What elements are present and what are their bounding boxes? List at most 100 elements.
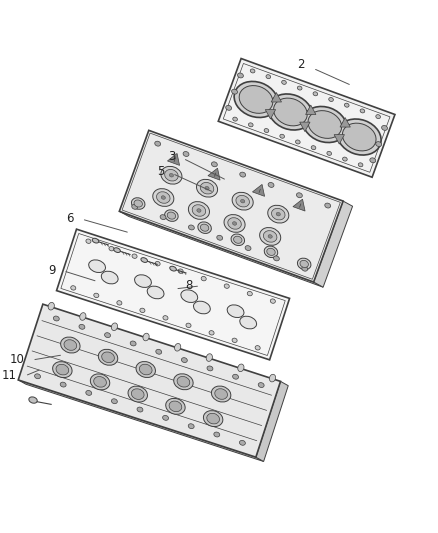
Text: 9: 9: [48, 264, 56, 277]
Ellipse shape: [240, 199, 245, 203]
Ellipse shape: [212, 162, 217, 167]
Polygon shape: [306, 105, 316, 115]
Ellipse shape: [325, 203, 331, 208]
Ellipse shape: [343, 157, 347, 161]
Ellipse shape: [88, 260, 106, 272]
Ellipse shape: [240, 172, 246, 177]
Ellipse shape: [297, 86, 302, 90]
Polygon shape: [167, 154, 180, 165]
Ellipse shape: [131, 198, 145, 209]
Ellipse shape: [240, 316, 257, 329]
Ellipse shape: [102, 352, 114, 362]
Ellipse shape: [203, 410, 223, 426]
Ellipse shape: [156, 192, 170, 203]
Ellipse shape: [92, 238, 99, 243]
Ellipse shape: [276, 212, 280, 216]
Ellipse shape: [174, 374, 193, 390]
Ellipse shape: [165, 210, 178, 221]
Ellipse shape: [269, 374, 276, 382]
Ellipse shape: [165, 169, 178, 181]
Ellipse shape: [282, 80, 286, 84]
Ellipse shape: [147, 286, 164, 299]
Polygon shape: [119, 211, 323, 287]
Ellipse shape: [86, 239, 91, 244]
Ellipse shape: [313, 92, 318, 96]
Ellipse shape: [343, 123, 376, 151]
Ellipse shape: [247, 292, 252, 296]
Ellipse shape: [130, 341, 136, 346]
Ellipse shape: [237, 73, 244, 78]
Ellipse shape: [155, 141, 161, 146]
Ellipse shape: [134, 200, 142, 207]
Ellipse shape: [194, 301, 210, 314]
Polygon shape: [271, 93, 282, 102]
Ellipse shape: [267, 248, 275, 255]
Ellipse shape: [111, 323, 117, 330]
Ellipse shape: [263, 231, 277, 242]
Ellipse shape: [358, 163, 363, 167]
Ellipse shape: [183, 151, 189, 157]
Ellipse shape: [35, 374, 40, 379]
Ellipse shape: [160, 215, 166, 220]
Ellipse shape: [240, 440, 245, 445]
Ellipse shape: [270, 299, 276, 303]
Ellipse shape: [48, 302, 54, 310]
Ellipse shape: [80, 313, 86, 320]
Ellipse shape: [153, 189, 174, 206]
Ellipse shape: [268, 235, 272, 238]
Ellipse shape: [207, 366, 213, 371]
Ellipse shape: [197, 179, 218, 197]
Ellipse shape: [64, 340, 77, 350]
Ellipse shape: [329, 98, 333, 101]
Ellipse shape: [300, 260, 308, 268]
Polygon shape: [256, 382, 288, 462]
Ellipse shape: [360, 109, 365, 113]
Ellipse shape: [198, 222, 212, 233]
Ellipse shape: [53, 361, 72, 377]
Ellipse shape: [178, 269, 183, 273]
Ellipse shape: [280, 134, 284, 138]
Text: 11: 11: [2, 368, 17, 382]
Ellipse shape: [308, 111, 342, 139]
Ellipse shape: [303, 107, 347, 142]
Ellipse shape: [71, 286, 76, 290]
Ellipse shape: [53, 316, 59, 321]
Ellipse shape: [264, 246, 278, 257]
Ellipse shape: [134, 275, 152, 287]
Ellipse shape: [296, 140, 300, 144]
Ellipse shape: [227, 305, 244, 318]
Ellipse shape: [232, 338, 237, 343]
Polygon shape: [334, 135, 344, 144]
Ellipse shape: [169, 401, 182, 411]
Text: 3: 3: [168, 150, 175, 163]
Ellipse shape: [117, 301, 122, 305]
Ellipse shape: [272, 208, 285, 220]
Ellipse shape: [297, 258, 311, 270]
Ellipse shape: [236, 196, 249, 207]
Ellipse shape: [233, 236, 242, 243]
Ellipse shape: [234, 82, 278, 117]
Ellipse shape: [233, 117, 237, 121]
Ellipse shape: [209, 330, 214, 335]
Ellipse shape: [376, 142, 381, 147]
Ellipse shape: [181, 290, 198, 302]
Ellipse shape: [274, 98, 307, 126]
Ellipse shape: [226, 106, 232, 110]
Polygon shape: [252, 184, 265, 196]
Ellipse shape: [258, 383, 264, 387]
Ellipse shape: [170, 173, 173, 177]
Ellipse shape: [79, 325, 85, 329]
Ellipse shape: [167, 212, 176, 219]
Ellipse shape: [233, 222, 237, 225]
Ellipse shape: [381, 125, 388, 131]
Text: 2: 2: [297, 59, 304, 71]
Polygon shape: [293, 199, 305, 211]
Ellipse shape: [266, 75, 271, 79]
Ellipse shape: [131, 389, 144, 399]
Polygon shape: [265, 110, 276, 119]
Ellipse shape: [248, 123, 253, 127]
Ellipse shape: [233, 374, 239, 379]
Ellipse shape: [228, 217, 241, 229]
Ellipse shape: [161, 196, 166, 199]
Ellipse shape: [156, 349, 162, 354]
